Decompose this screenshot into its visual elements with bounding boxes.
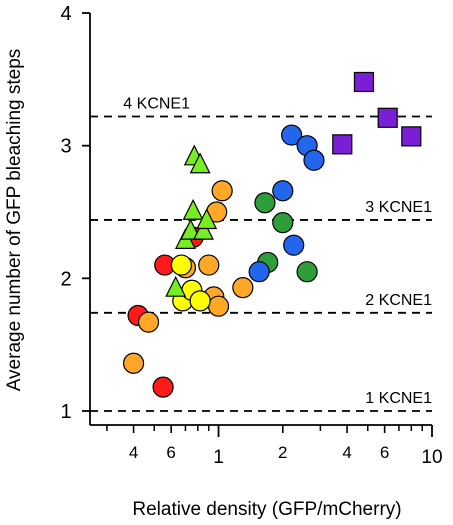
data-point-circle xyxy=(207,295,230,317)
data-point-triangle xyxy=(189,152,211,174)
data-point-triangle xyxy=(192,218,214,240)
data-point-circle xyxy=(152,376,174,398)
reference-line-label: 4 KCNE1 xyxy=(123,95,190,112)
data-point-circle xyxy=(272,212,294,234)
data-point-triangle xyxy=(196,208,218,230)
data-point-circle xyxy=(232,277,254,299)
data-point-square xyxy=(377,107,398,128)
x-minor-tick-label: 6 xyxy=(166,443,175,462)
data-point-circle xyxy=(283,234,305,256)
y-tick-label: 1 xyxy=(60,401,71,423)
x-minor-tick-label: 6 xyxy=(380,443,389,462)
data-point-circle xyxy=(296,261,318,283)
data-point-circle xyxy=(254,192,276,214)
data-points xyxy=(122,71,422,398)
reference-line-label: 3 KCNE1 xyxy=(365,199,432,216)
data-point-circle xyxy=(303,149,325,171)
data-point-square xyxy=(332,134,353,155)
data-point-circle xyxy=(189,290,211,312)
y-tick-label: 2 xyxy=(60,268,71,290)
data-point-triangle xyxy=(165,275,187,297)
data-point-triangle xyxy=(180,218,202,240)
axes: 1 2 3 4 4 6 2 4 6 1 10 xyxy=(60,3,442,468)
y-tick-label: 4 xyxy=(60,3,71,25)
y-tick-label: 3 xyxy=(60,136,71,158)
data-point-circle xyxy=(122,352,145,374)
data-point-circle xyxy=(248,261,270,283)
reference-line-label: 2 KCNE1 xyxy=(365,292,432,309)
data-point-circle xyxy=(198,254,220,276)
x-axis-label: Relative density (GFP/mCherry) xyxy=(132,499,401,520)
reference-line-label: 1 KCNE1 xyxy=(365,390,432,407)
x-minor-tick-label: 4 xyxy=(342,443,351,462)
data-point-circle xyxy=(272,180,294,202)
data-point-circle xyxy=(170,254,192,276)
x-major-tick-label: 10 xyxy=(421,447,442,468)
x-minor-tick-label: 4 xyxy=(129,443,138,462)
data-point-triangle xyxy=(182,198,204,220)
reference-lines: 1 KCNE1 2 KCNE1 3 KCNE1 4 KCNE1 xyxy=(90,95,432,412)
data-point-circle xyxy=(281,124,303,146)
data-point-circle xyxy=(211,180,233,202)
x-minor-tick-label: 2 xyxy=(278,443,287,462)
data-point-square xyxy=(353,71,375,93)
data-point-circle xyxy=(137,311,160,333)
data-point-square xyxy=(401,126,422,147)
x-major-tick-label: 1 xyxy=(213,447,224,468)
y-axis-label: Average number of GFP bleaching steps xyxy=(4,49,25,392)
